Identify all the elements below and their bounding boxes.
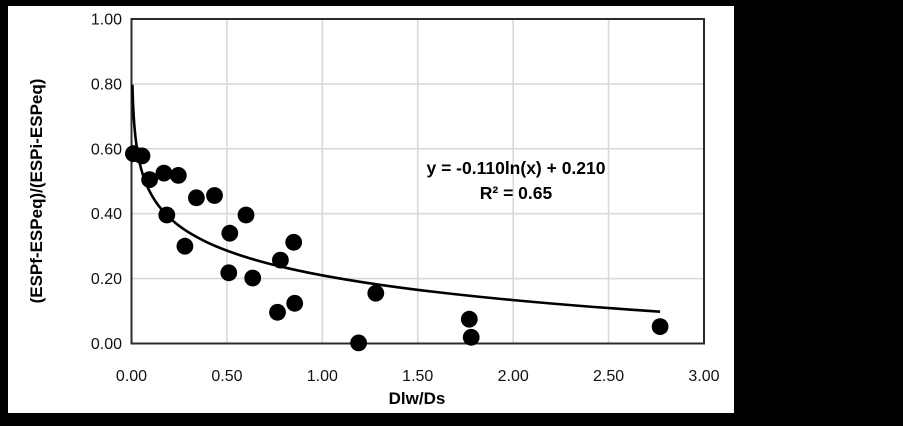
data-point (188, 189, 205, 207)
gridlines (131, 19, 704, 344)
data-point (651, 318, 669, 335)
y-tick-label: 0.00 (91, 336, 122, 353)
data-point (350, 334, 367, 352)
x-tick-label: 3.00 (688, 368, 719, 385)
data-point (206, 187, 223, 204)
data-point (141, 171, 159, 189)
y-axis-tick-labels: 0.00 0.20 0.40 0.60 0.80 1.00 (91, 12, 122, 354)
data-point (169, 167, 187, 184)
data-point (269, 303, 286, 321)
y-tick-label: 1.00 (91, 12, 122, 29)
x-axis-title: Dlw/Ds (389, 389, 446, 408)
data-point (286, 294, 304, 312)
data-points (124, 145, 669, 352)
trendline-equation-label: y = -0.110ln(x) + 0.210 (426, 158, 605, 178)
plot-area-border (130, 18, 705, 345)
data-point (133, 147, 151, 165)
chart-panel (4, 2, 738, 417)
y-tick-label: 0.40 (91, 206, 122, 223)
x-tick-label: 2.00 (498, 368, 529, 385)
x-axis-tick-labels: 0.00 0.50 1.00 1.50 2.00 2.50 3.00 (116, 368, 720, 385)
data-point (155, 164, 173, 182)
x-tick-label: 2.50 (593, 368, 624, 385)
y-tick-label: 0.80 (91, 76, 122, 93)
data-point (158, 206, 176, 224)
x-tick-label: 0.00 (116, 368, 147, 385)
trendline-r-squared-label: R² = 0.65 (480, 183, 553, 203)
x-tick-label: 1.00 (307, 368, 338, 385)
data-point (367, 284, 385, 302)
data-point (221, 224, 239, 242)
data-point (220, 264, 238, 282)
data-point (237, 206, 255, 224)
data-point (462, 328, 480, 346)
x-tick-label: 0.50 (211, 368, 242, 385)
y-tick-label: 0.60 (91, 141, 122, 158)
data-point (244, 269, 262, 287)
data-point (460, 310, 478, 328)
x-tick-label: 1.50 (402, 368, 433, 385)
data-point (285, 233, 303, 251)
trendline-curve (131, 84, 661, 314)
y-axis-title: (ESPf-ESPeq)/(ESPi-ESPeq) (27, 79, 46, 304)
data-point (176, 237, 194, 255)
y-tick-label: 0.20 (91, 271, 122, 288)
data-point (272, 251, 289, 269)
